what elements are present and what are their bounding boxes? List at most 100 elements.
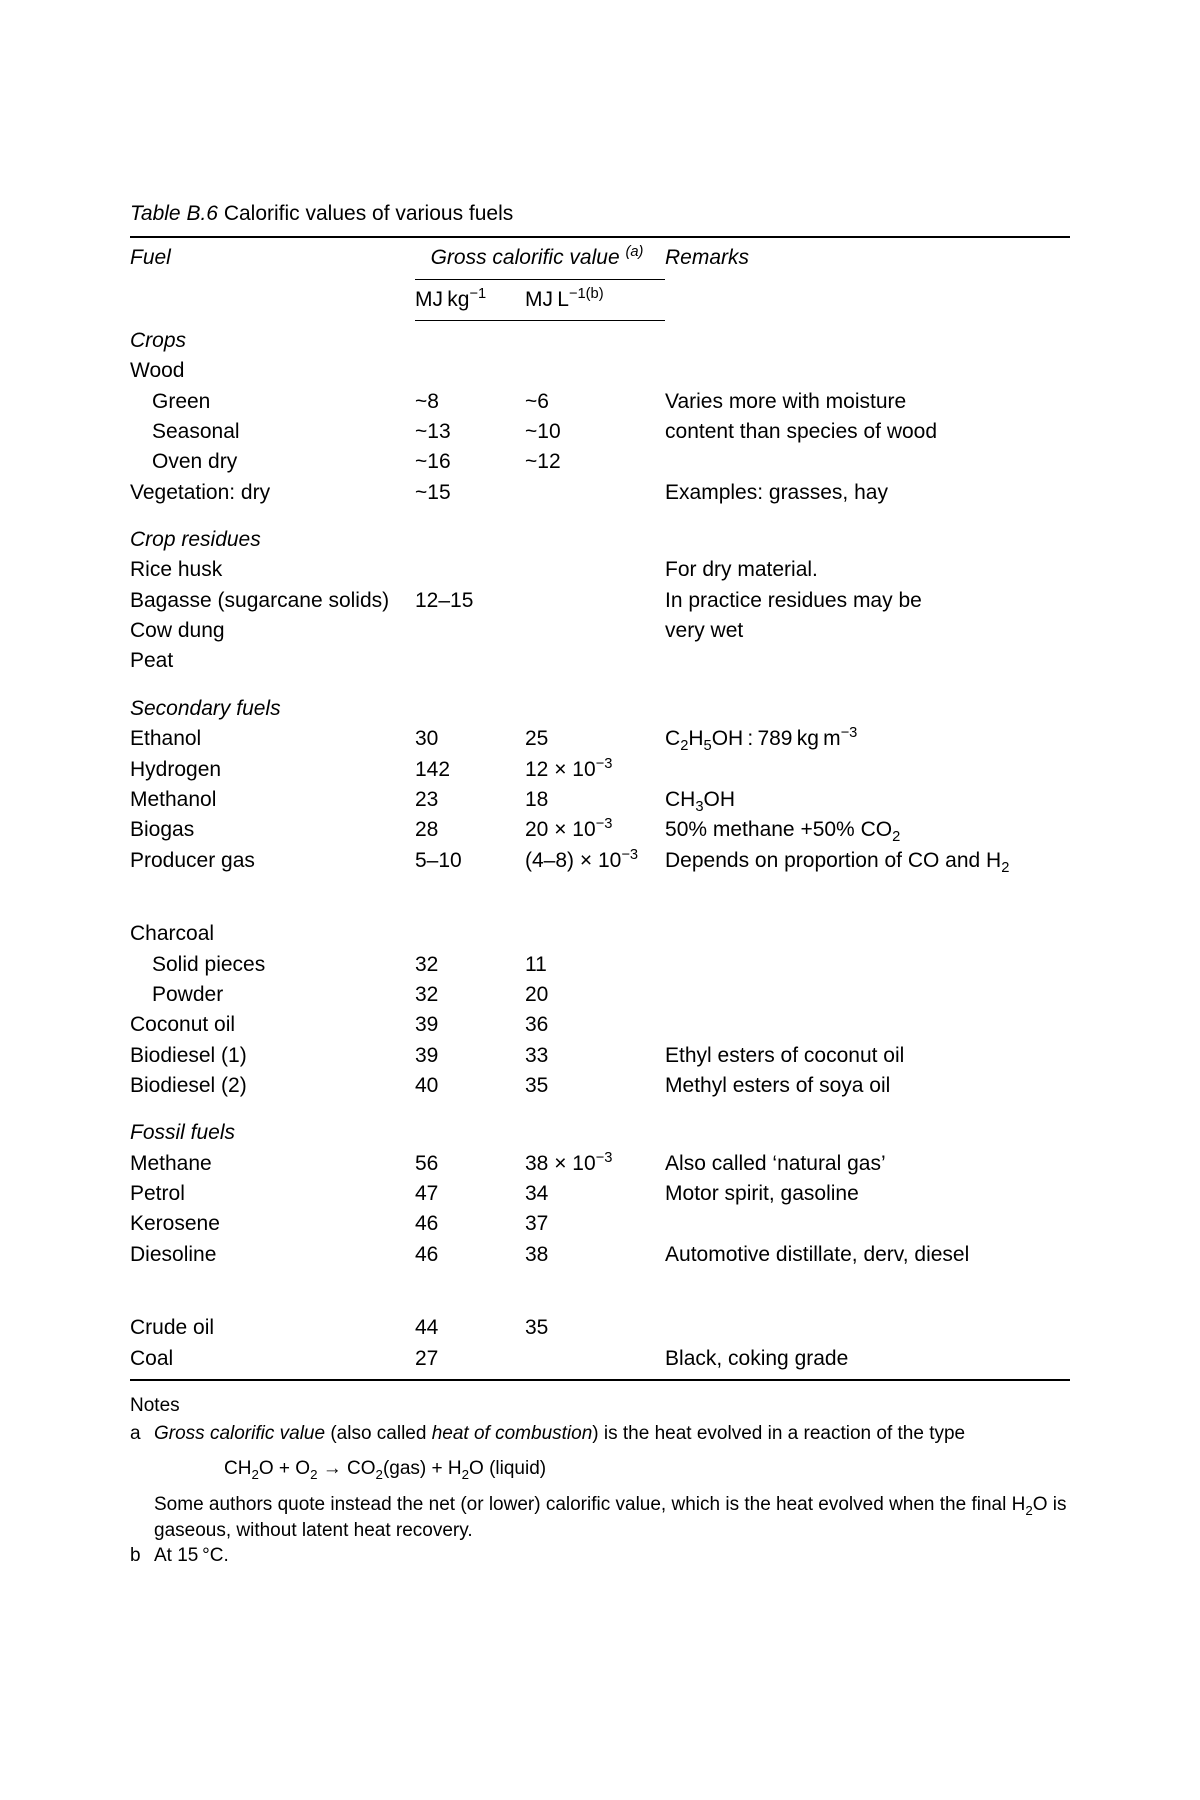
section-row: Crop residues	[130, 508, 1070, 555]
note-a: a Gross calorific value (also called hea…	[130, 1421, 1070, 1544]
table-row: Vegetation: dry~15Examples: grasses, hay	[130, 478, 1070, 508]
cell-remarks: For dry material.	[665, 555, 1070, 585]
table-row: Coal27Black, coking grade	[130, 1344, 1070, 1380]
unit-mjl-pre: MJ L	[525, 288, 569, 311]
cell-mjl	[525, 555, 665, 585]
cell-fuel: Solid pieces	[130, 950, 415, 980]
page: Table B.6 Calorific values of various fu…	[0, 0, 1200, 1800]
section-title: Fossil fuels	[130, 1101, 1070, 1148]
calorific-table: Fuel Gross calorific value (a) Remarks M…	[130, 236, 1070, 1381]
unit-mjl: MJ L−1(b)	[525, 279, 665, 320]
cell-fuel: Crude oil	[130, 1313, 415, 1343]
table-row: Diesoline4638Automotive distillate, derv…	[130, 1240, 1070, 1270]
cell-mjkg: 32	[415, 950, 525, 980]
cell-fuel: Coal	[130, 1344, 415, 1380]
cell-mjl: 11	[525, 950, 665, 980]
cell-mjl: 20 × 10−3	[525, 815, 665, 845]
cell-mjkg: ~15	[415, 478, 525, 508]
section-row: Crops	[130, 321, 1070, 357]
note-a-term1: Gross calorific value	[154, 1423, 325, 1444]
header-row-1: Fuel Gross calorific value (a) Remarks	[130, 237, 1070, 279]
section-row: Secondary fuels	[130, 677, 1070, 724]
col-fuel: Fuel	[130, 237, 415, 320]
col-gcv-group: Gross calorific value (a)	[415, 237, 665, 279]
note-a-tail1: ) is the heat evolved in a reaction of t…	[592, 1423, 965, 1444]
cell-fuel: Methanol	[130, 785, 415, 815]
table-row: Bagasse (sugarcane solids)12–15In practi…	[130, 586, 1070, 616]
table-row: Biodiesel (2)4035Methyl esters of soya o…	[130, 1071, 1070, 1101]
cell-mjl: 38	[525, 1240, 665, 1270]
cell-fuel: Methane	[130, 1149, 415, 1179]
cell-mjl: 35	[525, 1313, 665, 1343]
cell-remarks: content than species of wood	[665, 417, 1070, 447]
cell-mjl	[525, 586, 665, 616]
cell-remarks: Varies more with moisture	[665, 387, 1070, 417]
note-b: b At 15 °C.	[130, 1543, 1070, 1569]
cell-mjkg: 142	[415, 755, 525, 785]
note-a-term2: heat of combustion	[432, 1423, 593, 1444]
cell-mjkg: 46	[415, 1240, 525, 1270]
table-row: Biodiesel (1)3933Ethyl esters of coconut…	[130, 1041, 1070, 1071]
cell-mjl: 20	[525, 980, 665, 1010]
cell-mjkg: 40	[415, 1071, 525, 1101]
spacer-row	[130, 1270, 1070, 1313]
unit-mjkg-pre: MJ kg	[415, 288, 469, 311]
cell-remarks	[665, 950, 1070, 980]
table-head: Fuel Gross calorific value (a) Remarks M…	[130, 237, 1070, 320]
notes: Notes a Gross calorific value (also call…	[130, 1393, 1070, 1569]
cell-fuel: Biodiesel (1)	[130, 1041, 415, 1071]
table-row: Petrol4734Motor spirit, gasoline	[130, 1179, 1070, 1209]
table-row: Kerosene4637	[130, 1209, 1070, 1239]
cell-mjkg: 56	[415, 1149, 525, 1179]
cell-fuel: Petrol	[130, 1179, 415, 1209]
cell-mjkg	[415, 919, 525, 949]
cell-mjl: (4–8) × 10−3	[525, 846, 665, 876]
table-row: Crude oil4435	[130, 1313, 1070, 1343]
table-row: Biogas2820 × 10−350% methane +50% CO2	[130, 815, 1070, 845]
cell-mjl: 35	[525, 1071, 665, 1101]
cell-mjl: 36	[525, 1010, 665, 1040]
cell-mjl: ~10	[525, 417, 665, 447]
table-row: Powder3220	[130, 980, 1070, 1010]
cell-remarks: Motor spirit, gasoline	[665, 1179, 1070, 1209]
section-title: Secondary fuels	[130, 677, 1070, 724]
table-row: Producer gas5–10(4–8) × 10−3Depends on p…	[130, 846, 1070, 876]
cell-remarks	[665, 646, 1070, 676]
cell-mjkg	[415, 555, 525, 585]
cell-fuel: Bagasse (sugarcane solids)	[130, 586, 415, 616]
cell-remarks	[665, 1313, 1070, 1343]
cell-mjl: 37	[525, 1209, 665, 1239]
cell-mjkg: ~16	[415, 447, 525, 477]
cell-mjkg: 44	[415, 1313, 525, 1343]
cell-fuel: Ethanol	[130, 724, 415, 754]
cell-mjl: 33	[525, 1041, 665, 1071]
section-title: Crops	[130, 321, 1070, 357]
cell-fuel: Rice husk	[130, 555, 415, 585]
table-row: Seasonal~13~10content than species of wo…	[130, 417, 1070, 447]
cell-remarks: Examples: grasses, hay	[665, 478, 1070, 508]
gcv-label: Gross calorific value	[431, 246, 626, 269]
section-row: Fossil fuels	[130, 1101, 1070, 1148]
cell-mjkg: 27	[415, 1344, 525, 1380]
cell-fuel: Peat	[130, 646, 415, 676]
cell-remarks	[665, 1209, 1070, 1239]
cell-mjl	[525, 646, 665, 676]
cell-fuel: Wood	[130, 356, 415, 386]
note-b-label: b	[130, 1543, 154, 1569]
cell-remarks	[665, 980, 1070, 1010]
unit-mjkg: MJ kg−1	[415, 279, 525, 320]
cell-remarks: Automotive distillate, derv, diesel	[665, 1240, 1070, 1270]
table-title: Calorific values of various fuels	[224, 202, 513, 225]
note-a-mid: (also called	[325, 1423, 432, 1444]
cell-mjkg: 12–15	[415, 586, 525, 616]
cell-mjkg: 47	[415, 1179, 525, 1209]
cell-remarks	[665, 919, 1070, 949]
cell-mjl	[525, 919, 665, 949]
unit-mjkg-sup: −1	[469, 286, 486, 302]
table-body: CropsWoodGreen~8~6Varies more with moist…	[130, 321, 1070, 1381]
table-row: Cow dungvery wet	[130, 616, 1070, 646]
cell-mjl	[525, 478, 665, 508]
cell-remarks: Also called ‘natural gas’	[665, 1149, 1070, 1179]
cell-remarks: 50% methane +50% CO2	[665, 815, 1070, 845]
cell-fuel: Kerosene	[130, 1209, 415, 1239]
